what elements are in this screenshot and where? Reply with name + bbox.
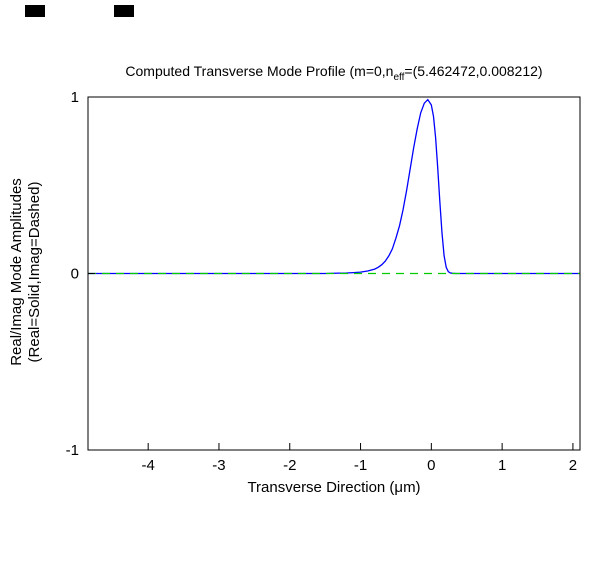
x-tick-label: 1 xyxy=(498,457,506,474)
chart-title: Computed Transverse Mode Profile (m=0,ne… xyxy=(88,63,580,83)
x-tick-label: 2 xyxy=(569,457,577,474)
y-tick-label: 0 xyxy=(71,266,79,283)
x-tick-label: -3 xyxy=(212,457,225,474)
chart-title-suffix: =(5.462472,0.008212) xyxy=(404,63,543,79)
y-tick-label: -1 xyxy=(66,442,79,459)
x-tick-label: -2 xyxy=(283,457,296,474)
window-artifact-right xyxy=(114,5,134,17)
x-axis-label: Transverse Direction (μm) xyxy=(247,479,421,496)
x-tick-label: -4 xyxy=(142,457,155,474)
chart-title-subscript: eff xyxy=(393,71,405,83)
series-real-line xyxy=(88,98,580,275)
x-tick-label: -1 xyxy=(354,457,367,474)
x-tick-label: 0 xyxy=(427,457,435,474)
chart-title-prefix: Computed Transverse Mode Profile (m=0,n xyxy=(125,63,394,79)
window-artifact-left xyxy=(25,5,45,17)
y-tick-label: 1 xyxy=(71,89,79,106)
